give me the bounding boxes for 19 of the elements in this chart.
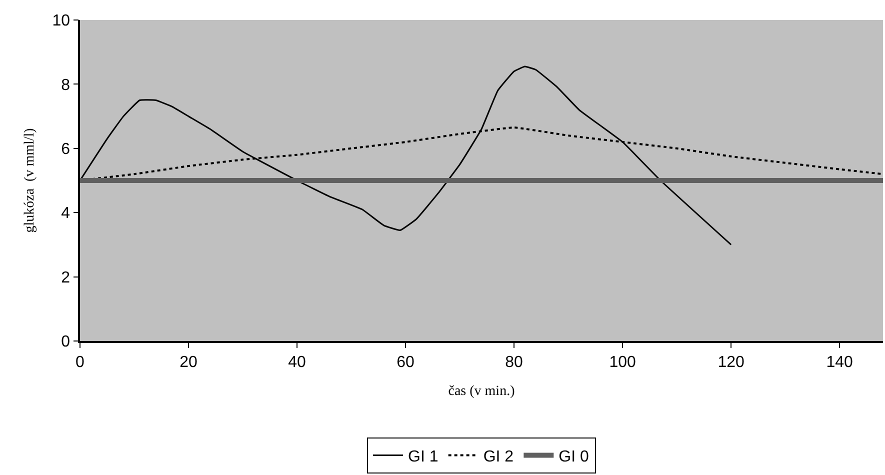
y-tick-label: 6 — [61, 141, 70, 158]
legend-label: GI 1 — [408, 448, 438, 466]
y-tick-label: 0 — [61, 334, 70, 351]
y-tick-label: 2 — [61, 269, 70, 286]
x-tick-label: 140 — [826, 354, 854, 371]
x-axis-title: čas (v min.) — [448, 384, 516, 399]
legend-label: GI 0 — [558, 448, 590, 466]
x-tick-label: 40 — [288, 354, 306, 371]
x-tick-label: 120 — [718, 354, 745, 371]
x-tick-label: 20 — [180, 354, 198, 371]
y-tick-label: 10 — [52, 12, 70, 30]
x-tick-label: 0 — [76, 354, 85, 371]
x-tick-label: 100 — [609, 354, 636, 371]
x-tick-label: 80 — [505, 354, 524, 371]
y-axis-title: glukóza (v mml/l) — [22, 128, 38, 233]
y-tick-label: 8 — [61, 76, 70, 94]
legend-label: GI 2 — [483, 448, 514, 466]
x-tick-label: 60 — [396, 354, 415, 371]
y-tick-label: 4 — [61, 205, 70, 222]
